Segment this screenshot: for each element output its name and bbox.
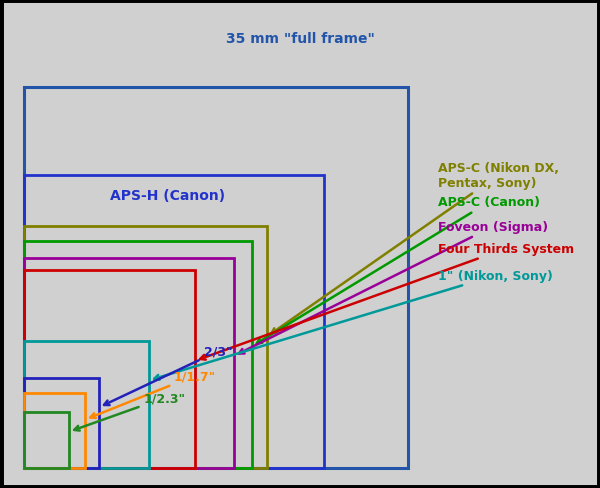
Bar: [24, 259, 234, 468]
Text: 1/1.7": 1/1.7": [91, 369, 216, 418]
Bar: [24, 227, 267, 468]
Bar: [24, 271, 195, 468]
Bar: [24, 378, 99, 468]
Text: APS-C (Canon): APS-C (Canon): [257, 196, 540, 344]
Text: 1/2.3": 1/2.3": [74, 391, 186, 431]
Text: APS-H (Canon): APS-H (Canon): [110, 188, 226, 202]
Bar: [24, 242, 252, 468]
Bar: [24, 342, 149, 468]
Text: 35 mm "full frame": 35 mm "full frame": [226, 32, 374, 46]
Bar: [24, 176, 324, 468]
Bar: [24, 393, 85, 468]
Text: 2/3": 2/3": [104, 345, 233, 405]
Bar: [24, 88, 408, 468]
Text: 1" (Nikon, Sony): 1" (Nikon, Sony): [154, 269, 553, 380]
Text: Foveon (Sigma): Foveon (Sigma): [239, 221, 548, 354]
Text: Four Thirds System: Four Thirds System: [200, 243, 574, 360]
Bar: [24, 412, 69, 468]
Text: APS-C (Nikon DX,
Pentax, Sony): APS-C (Nikon DX, Pentax, Sony): [272, 162, 559, 333]
